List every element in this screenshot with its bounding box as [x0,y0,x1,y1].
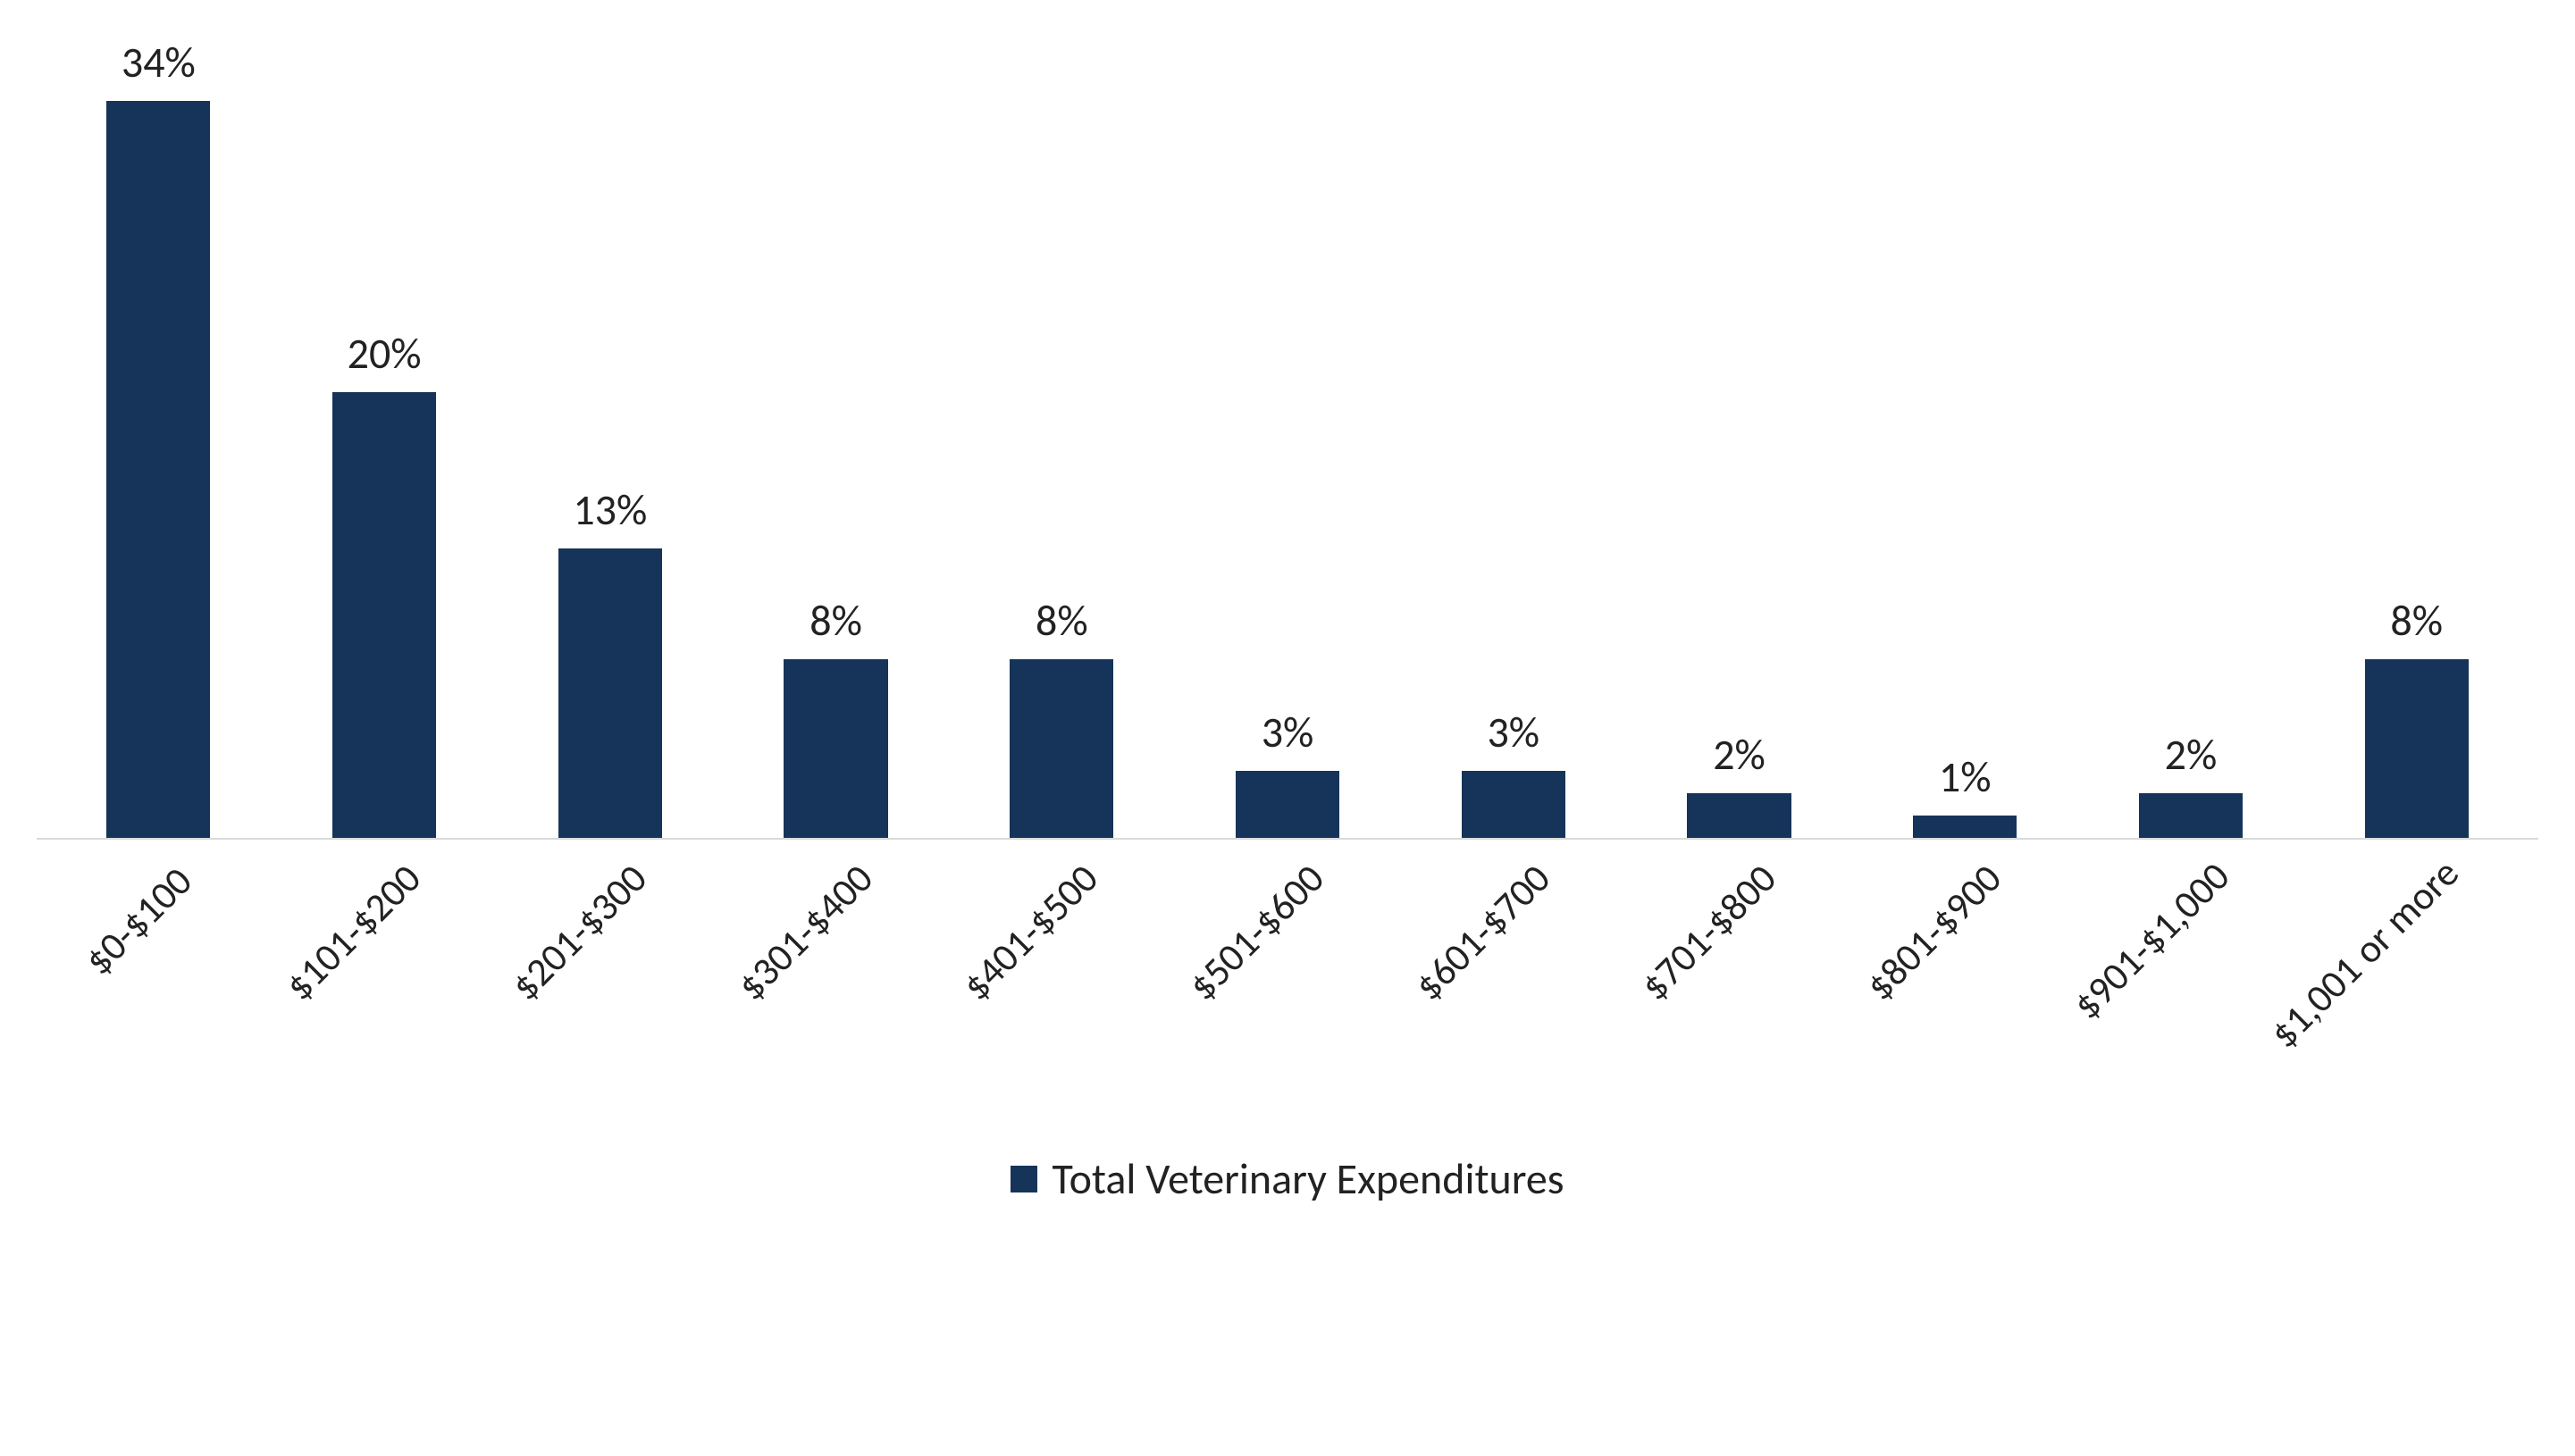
x-label-slot: $201-$300 [497,866,723,1099]
bar-slot: 34% [46,36,272,838]
bar [1913,816,2017,838]
x-axis-label: $0-$100 [75,858,202,984]
x-axis: $0-$100$101-$200$201-$300$301-$400$401-$… [37,866,2538,1099]
bar-slot: 2% [2078,36,2304,838]
x-axis-label: $701-$800 [1630,854,1785,1009]
bar-value-label: 3% [1487,706,1539,758]
bar [1687,793,1791,838]
bar-value-label: 8% [1036,594,1088,647]
bar [2365,659,2469,838]
x-axis-label: $401-$500 [952,854,1108,1009]
x-axis-label: $801-$900 [1856,854,2011,1009]
bar [2139,793,2243,838]
plot-area: 34% 20% 13% 8% 8% 3% 3% 2% 1% 2% 8% [37,36,2538,840]
legend-swatch [1011,1166,1037,1192]
x-label-slot: $101-$200 [272,866,498,1099]
bar-slot: 8% [949,36,1175,838]
bar-value-label: 34% [122,36,196,88]
bar-value-label: 8% [2390,594,2443,647]
x-axis-label: $501-$600 [1178,854,1334,1009]
bar [558,548,662,838]
bar-slot: 20% [272,36,498,838]
x-label-slot: $701-$800 [1626,866,1852,1099]
bar-slot: 8% [723,36,949,838]
x-axis-label: $901-$1,000 [2063,852,2239,1028]
bar [332,392,436,838]
bar [784,659,887,838]
bar-slot: 13% [497,36,723,838]
bar-value-label: 2% [2165,728,2218,781]
legend-label: Total Veterinary Expenditures [1052,1152,1564,1205]
bar-slot: 3% [1175,36,1401,838]
bar-value-label: 2% [1713,728,1766,781]
legend: Total Veterinary Expenditures [37,1152,2538,1205]
bar [1010,659,1113,838]
x-label-slot: $1,001 or more [2303,866,2529,1099]
x-axis-label: $301-$400 [726,854,882,1009]
bar-chart: 34%20%13%8%8%3%3%2%1%2%8% $0-$100$101-$2… [37,36,2538,1205]
x-axis-label: $201-$300 [501,854,657,1009]
x-label-slot: $0-$100 [46,866,272,1099]
bar [1462,771,1565,838]
bar-slot: 3% [1400,36,1626,838]
x-label-slot: $601-$700 [1400,866,1626,1099]
x-label-slot: $801-$900 [1852,866,2078,1099]
bar-slot: 2% [1626,36,1852,838]
x-label-slot: $901-$1,000 [2078,866,2304,1099]
bar [106,101,210,838]
bar-value-label: 13% [573,483,647,536]
x-axis-label: $601-$700 [1405,854,1560,1009]
bar-value-label: 8% [809,594,862,647]
x-label-slot: $401-$500 [949,866,1175,1099]
x-label-slot: $501-$600 [1175,866,1401,1099]
bar-value-label: 1% [1939,750,1992,803]
bars-container: 34% 20% 13% 8% 8% 3% 3% 2% 1% 2% 8% [37,36,2538,838]
bar-value-label: 3% [1262,706,1314,758]
bar-value-label: 20% [348,327,422,380]
bar [1236,771,1339,838]
x-axis-label: $101-$200 [275,854,431,1009]
bar-slot: 1% [1852,36,2078,838]
x-label-slot: $301-$400 [723,866,949,1099]
bar-slot: 8% [2303,36,2529,838]
